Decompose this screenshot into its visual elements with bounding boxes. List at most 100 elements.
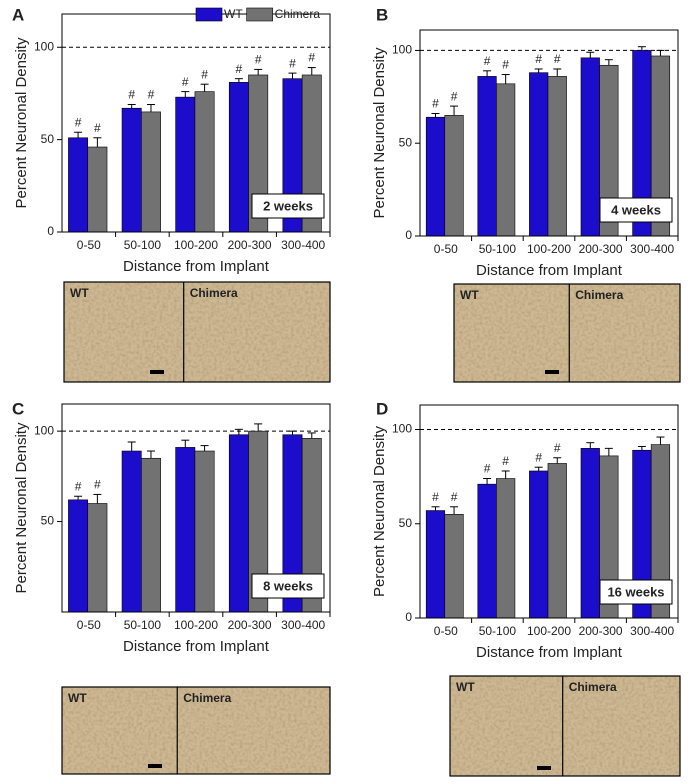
- y-tick-label: 50: [41, 514, 55, 528]
- bar: [477, 483, 497, 619]
- significance-mark: #: [432, 97, 439, 111]
- significance-mark: #: [128, 88, 135, 102]
- panel-label: B: [376, 5, 388, 24]
- significance-mark: #: [484, 54, 491, 68]
- plot-frame: [419, 404, 679, 619]
- legend-swatch: [195, 7, 223, 22]
- scale-bar: [150, 370, 164, 374]
- bar: [121, 450, 142, 613]
- x-tick-label: 100-200: [527, 624, 571, 638]
- bar: [68, 137, 89, 233]
- micrograph-frame: [63, 281, 331, 383]
- bar: [529, 470, 549, 619]
- significance-mark: #: [201, 67, 208, 81]
- legend-label: Chimera: [275, 7, 321, 21]
- significance-mark: #: [148, 88, 155, 102]
- x-tick-label: 300-400: [281, 238, 325, 252]
- bar: [87, 503, 108, 613]
- bar: [194, 91, 215, 233]
- significance-mark: #: [94, 478, 101, 492]
- scale-bar: [537, 766, 551, 770]
- significance-mark: #: [255, 53, 262, 67]
- significance-mark: #: [75, 479, 82, 493]
- micrograph: [64, 282, 330, 382]
- x-tick-label: 300-400: [630, 624, 674, 638]
- bar: [444, 115, 464, 237]
- x-tick-label: 200-300: [579, 242, 623, 256]
- bar: [580, 57, 600, 237]
- significance-mark: #: [75, 115, 82, 129]
- bar: [141, 111, 161, 233]
- x-tick-label: 300-400: [630, 242, 674, 256]
- x-tick-label: 0-50: [434, 624, 458, 638]
- y-tick-label: 50: [41, 132, 55, 146]
- bar: [121, 107, 142, 233]
- significance-mark: #: [554, 52, 561, 66]
- significance-mark: #: [451, 89, 458, 103]
- bar: [194, 450, 215, 613]
- plot-frame: [419, 29, 679, 237]
- micrograph-label: WT: [70, 286, 89, 300]
- significance-mark: #: [502, 58, 509, 72]
- x-tick-label: 50-100: [479, 242, 517, 256]
- scale-bar: [148, 764, 162, 768]
- y-tick-label: 0: [47, 224, 54, 238]
- micrograph-frame: [449, 675, 681, 777]
- annotation: 2 weeks: [263, 198, 313, 213]
- micrograph-label: Chimera: [569, 680, 617, 694]
- bar: [228, 434, 249, 613]
- y-tick-label: 50: [399, 516, 413, 530]
- micrograph-label: WT: [460, 288, 479, 302]
- significance-mark: #: [535, 450, 542, 464]
- y-tick-label: 0: [405, 610, 412, 624]
- significance-mark: #: [289, 56, 296, 70]
- y-tick-label: 100: [34, 423, 54, 437]
- micrograph-label: Chimera: [575, 288, 623, 302]
- bar: [547, 463, 567, 619]
- bar: [425, 116, 446, 237]
- y-tick-label: 100: [392, 43, 412, 57]
- x-tick-label: 50-100: [124, 618, 162, 632]
- x-tick-label: 300-400: [281, 618, 325, 632]
- micrograph-frame: [61, 686, 331, 775]
- x-tick-label: 50-100: [124, 238, 162, 252]
- annotation: 4 weeks: [611, 202, 661, 217]
- annotation-box: [251, 573, 325, 599]
- x-tick-label: 0-50: [77, 618, 101, 632]
- bar: [228, 82, 249, 233]
- y-axis-label: Percent Neuronal Density: [13, 37, 30, 208]
- bar: [68, 499, 89, 613]
- bar: [425, 510, 446, 619]
- bar: [87, 146, 108, 233]
- bar: [477, 76, 497, 237]
- y-axis-label: Percent Neuronal Density: [371, 426, 388, 597]
- legend-label: WT: [224, 7, 243, 21]
- annotation: 16 weeks: [607, 584, 664, 599]
- legend-swatch: [246, 7, 273, 22]
- micrograph-label: WT: [456, 680, 475, 694]
- x-tick-label: 100-200: [174, 238, 218, 252]
- significance-mark: #: [554, 441, 561, 455]
- y-tick-label: 100: [392, 422, 412, 436]
- significance-mark: #: [308, 51, 315, 65]
- y-tick-label: 0: [405, 228, 412, 242]
- significance-mark: #: [94, 121, 101, 135]
- significance-mark: #: [182, 75, 189, 89]
- x-axis-label: Distance from Implant: [123, 258, 270, 275]
- significance-mark: #: [484, 462, 491, 476]
- y-axis-label: Percent Neuronal Density: [371, 47, 388, 218]
- x-axis-label: Distance from Implant: [476, 644, 623, 661]
- micrograph-frame: [453, 283, 681, 383]
- bar: [175, 447, 196, 613]
- annotation-box: [599, 579, 673, 605]
- x-tick-label: 100-200: [527, 242, 571, 256]
- significance-mark: #: [432, 490, 439, 504]
- micrograph: [454, 284, 680, 382]
- micrograph: [62, 687, 330, 774]
- micrograph: [450, 676, 680, 776]
- scale-bar: [545, 370, 559, 374]
- y-axis-label: Percent Neuronal Density: [13, 422, 30, 593]
- bar: [580, 448, 600, 619]
- x-tick-label: 50-100: [479, 624, 517, 638]
- significance-mark: #: [236, 62, 243, 76]
